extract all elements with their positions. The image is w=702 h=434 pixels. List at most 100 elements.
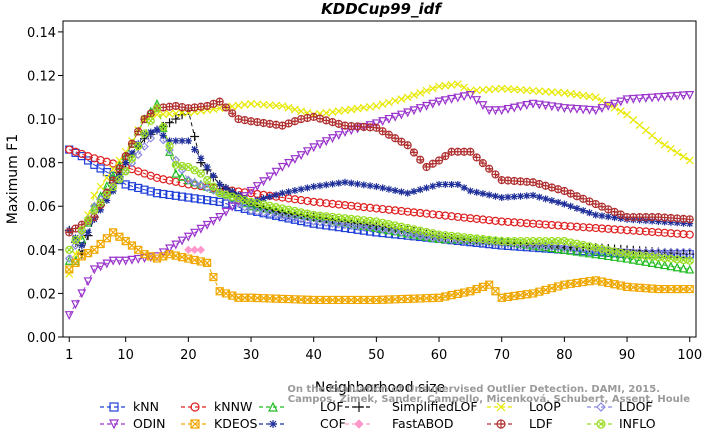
series-line — [68, 231, 690, 301]
data-point — [610, 99, 619, 109]
data-point — [177, 171, 187, 181]
data-point — [372, 204, 381, 213]
data-point — [578, 105, 588, 115]
data-point — [559, 104, 569, 114]
data-point — [660, 140, 669, 149]
data-point — [241, 194, 249, 202]
data-point — [177, 110, 187, 120]
data-point — [616, 107, 625, 116]
data-point — [378, 127, 387, 136]
data-point — [591, 93, 600, 102]
data-point — [203, 176, 212, 185]
data-point — [496, 419, 506, 429]
data-point — [115, 175, 124, 184]
data-point — [247, 99, 255, 108]
data-point — [490, 106, 500, 116]
data-point — [635, 255, 645, 265]
data-point — [159, 122, 168, 132]
data-point — [585, 223, 594, 232]
legend-label: kNN — [133, 399, 159, 414]
legend-label: SimplifiedLOF — [392, 399, 478, 414]
data-point — [397, 228, 406, 237]
data-point — [240, 202, 250, 212]
data-point — [65, 228, 74, 237]
data-point — [184, 193, 193, 202]
data-point — [315, 140, 325, 150]
data-point — [548, 197, 556, 205]
data-point — [190, 132, 200, 142]
data-point — [202, 220, 212, 230]
data-point — [673, 219, 681, 227]
data-point — [440, 96, 450, 106]
data-point — [434, 156, 444, 165]
x-tick-label: 70 — [493, 348, 510, 363]
data-point — [422, 232, 431, 242]
data-point — [171, 109, 180, 118]
data-point — [177, 161, 187, 171]
legend-label: KDEOS — [214, 416, 258, 431]
data-point — [447, 94, 457, 104]
data-point — [610, 225, 619, 234]
data-point — [516, 218, 525, 227]
data-point — [560, 200, 568, 208]
data-point — [353, 202, 362, 211]
legend-item: FastABOD — [345, 416, 454, 431]
data-point — [622, 253, 632, 263]
data-point — [641, 126, 650, 135]
x-tick-label: 60 — [431, 348, 448, 363]
data-point — [290, 155, 300, 165]
data-point — [152, 189, 162, 198]
data-point — [566, 245, 576, 255]
data-point — [578, 247, 588, 257]
watermark-line-1: Campos, Zimek, Sander, Campello, Micenko… — [288, 393, 690, 405]
data-point — [616, 225, 625, 234]
data-point — [360, 181, 368, 189]
legend-item: LDF — [487, 416, 553, 431]
data-point — [328, 180, 336, 188]
data-point — [541, 220, 550, 229]
data-point — [265, 209, 275, 219]
data-point — [365, 223, 375, 232]
x-tick-label: 50 — [368, 348, 385, 363]
data-point — [340, 220, 350, 230]
data-point — [523, 192, 531, 200]
data-point — [566, 89, 575, 98]
data-point — [347, 214, 356, 223]
series-kdeos — [65, 228, 694, 305]
data-point — [666, 229, 676, 238]
data-point — [410, 187, 418, 195]
data-point — [90, 206, 99, 215]
data-point — [503, 237, 513, 246]
data-point — [447, 231, 456, 240]
data-point — [460, 233, 469, 242]
data-point — [604, 213, 612, 221]
data-point — [340, 201, 350, 210]
legend-item: LoOP — [487, 399, 561, 414]
data-point — [165, 118, 175, 128]
data-point — [416, 88, 425, 97]
data-point — [209, 272, 218, 282]
data-point — [303, 196, 312, 206]
data-point — [623, 110, 631, 119]
data-point — [310, 183, 318, 191]
data-point — [158, 122, 168, 132]
data-point — [303, 184, 311, 192]
data-point — [334, 213, 343, 222]
data-point — [397, 206, 406, 216]
data-point — [346, 221, 356, 230]
data-point — [372, 183, 380, 191]
data-point — [296, 214, 306, 224]
data-point — [560, 243, 569, 252]
data-point — [228, 187, 236, 195]
data-point — [484, 106, 494, 116]
data-point — [554, 221, 563, 230]
data-point — [290, 213, 300, 223]
data-point — [297, 196, 306, 205]
data-point — [184, 245, 193, 255]
data-point — [453, 93, 463, 103]
data-point — [315, 217, 325, 227]
data-point — [678, 91, 688, 101]
data-point — [284, 212, 293, 222]
data-point — [653, 259, 663, 269]
legend-item: ODIN — [100, 416, 166, 431]
